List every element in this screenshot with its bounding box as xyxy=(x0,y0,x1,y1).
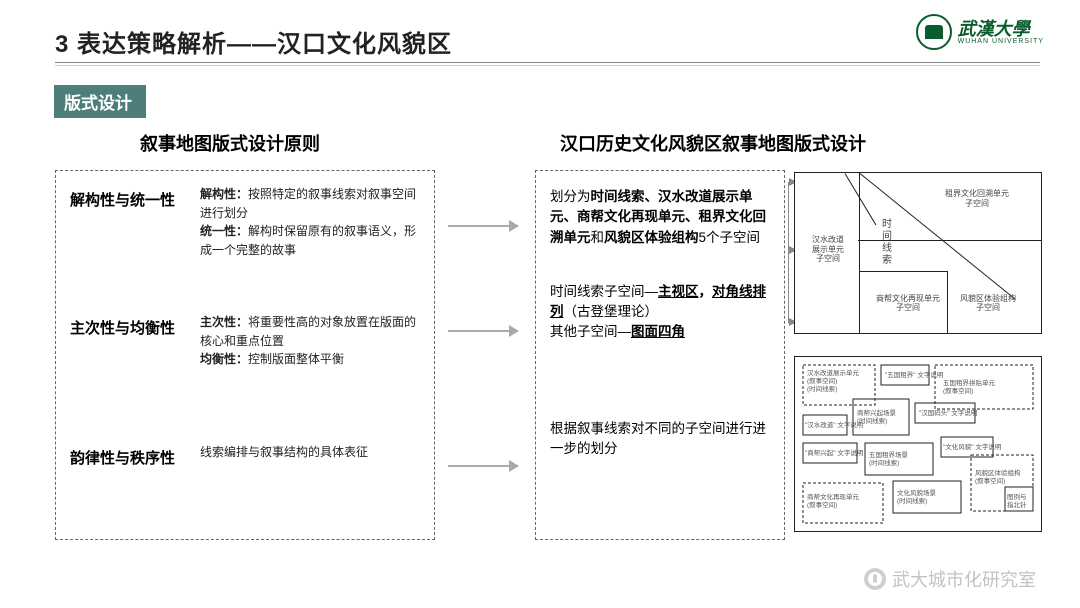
university-logo: 武漢大學 WUHAN UNIVERSITY xyxy=(916,14,1044,50)
arrow-icon xyxy=(448,225,518,227)
diag1-label: 商帮文化再现单元子空间 xyxy=(873,294,943,313)
diag1-label: 时间线索 xyxy=(877,219,897,267)
principles-box: 解构性与统一性 解构性：按照特定的叙事线索对叙事空间进行划分统一性：解构时保留原… xyxy=(55,170,435,540)
header-rule-1 xyxy=(55,62,1040,63)
principle-label: 主次性与均衡性 xyxy=(70,313,200,338)
svg-text:"汉国码头" 文字说明: "汉国码头" 文字说明 xyxy=(919,408,978,417)
svg-text:五国租界拼贴单元(叙事空间): 五国租界拼贴单元(叙事空间) xyxy=(943,378,996,395)
application-box: 划分为时间线索、汉水改道展示单元、商帮文化再现单元、租界文化回溯单元和风貌区体验… xyxy=(535,170,785,540)
svg-text:"商帮兴起" 文字说明: "商帮兴起" 文字说明 xyxy=(805,448,864,457)
connector-line xyxy=(788,182,789,322)
principle-row: 韵律性与秩序性 线索编排与叙事结构的具体表征 xyxy=(56,429,434,482)
layout-diagram-bottom: 汉水改道展示单元(叙事空间)(时间线索) "五国租界" 文字说明 五国租界拼贴单… xyxy=(794,356,1042,532)
principle-desc: 线索编排与叙事结构的具体表征 xyxy=(200,443,368,462)
svg-text:"五国租界" 文字说明: "五国租界" 文字说明 xyxy=(885,370,944,379)
principle-desc: 解构性：按照特定的叙事线索对叙事空间进行划分统一性：解构时保留原有的叙事语义，形… xyxy=(200,185,422,259)
application-block: 划分为时间线索、汉水改道展示单元、商帮文化再现单元、租界文化回溯单元和风貌区体验… xyxy=(550,187,770,248)
principle-row: 主次性与均衡性 主次性：将重要性高的对象放置在版面的核心和重点位置均衡性：控制版… xyxy=(56,299,434,429)
slide-header: 3 表达策略解析——汉口文化风貌区 xyxy=(55,24,1040,59)
principle-row: 解构性与统一性 解构性：按照特定的叙事线索对叙事空间进行划分统一性：解构时保留原… xyxy=(56,171,434,299)
logo-text-en: WUHAN UNIVERSITY xyxy=(958,38,1044,45)
principle-desc: 主次性：将重要性高的对象放置在版面的核心和重点位置均衡性：控制版面整体平衡 xyxy=(200,313,422,369)
logo-text-cn: 武漢大學 xyxy=(958,20,1044,38)
svg-text:汉水改道展示单元(叙事空间)(时间线索): 汉水改道展示单元(叙事空间)(时间线索) xyxy=(807,368,860,393)
logo-emblem-icon xyxy=(916,14,952,50)
watermark: 武大城市化研究室 xyxy=(864,566,1036,592)
diag1-label: 租界文化回溯单元子空间 xyxy=(937,189,1017,208)
svg-text:"文化风貌" 文字说明: "文化风貌" 文字说明 xyxy=(943,442,1002,451)
svg-text:图例与指北针: 图例与指北针 xyxy=(1007,492,1027,509)
application-block: 根据叙事线索对不同的子空间进行进一步的划分 xyxy=(550,419,770,460)
svg-text:文化风貌场景(时间线索): 文化风貌场景(时间线索) xyxy=(897,488,937,505)
page-title: 3 表达策略解析——汉口文化风貌区 xyxy=(55,24,1040,59)
principle-label: 韵律性与秩序性 xyxy=(70,443,200,468)
diag1-label: 汉水改道展示单元子空间 xyxy=(803,235,853,264)
svg-text:五国租界场景(时间线索): 五国租界场景(时间线索) xyxy=(869,450,909,467)
arrow-icon xyxy=(448,330,518,332)
diagram-svg: 汉水改道展示单元(叙事空间)(时间线索) "五国租界" 文字说明 五国租界拼贴单… xyxy=(795,357,1043,533)
arrow-icon xyxy=(448,465,518,467)
wechat-icon xyxy=(864,568,886,590)
header-rule-2 xyxy=(55,65,1040,66)
svg-text:"汉水改道" 文字说明: "汉水改道" 文字说明 xyxy=(805,420,864,429)
svg-text:商帮文化再现单元(叙事空间): 商帮文化再现单元(叙事空间) xyxy=(807,492,860,509)
diag1-label: 风貌区体验组构子空间 xyxy=(949,294,1027,313)
right-column-title: 汉口历史文化风貌区叙事地图版式设计 xyxy=(560,130,866,156)
application-block: 时间线索子空间—主视区，对角线排列（古登堡理论）其他子空间—图面四角 xyxy=(550,282,770,343)
layout-diagram-top: 汉水改道展示单元子空间 租界文化回溯单元子空间 商帮文化再现单元子空间 风貌区体… xyxy=(794,172,1042,334)
principle-label: 解构性与统一性 xyxy=(70,185,200,210)
left-column-title: 叙事地图版式设计原则 xyxy=(140,130,320,156)
section-badge: 版式设计 xyxy=(54,85,146,118)
svg-text:风貌区体验组构(叙事空间): 风貌区体验组构(叙事空间) xyxy=(975,468,1021,485)
svg-text:商帮兴起场景(时间线索): 商帮兴起场景(时间线索) xyxy=(857,408,897,425)
watermark-text: 武大城市化研究室 xyxy=(892,566,1036,592)
